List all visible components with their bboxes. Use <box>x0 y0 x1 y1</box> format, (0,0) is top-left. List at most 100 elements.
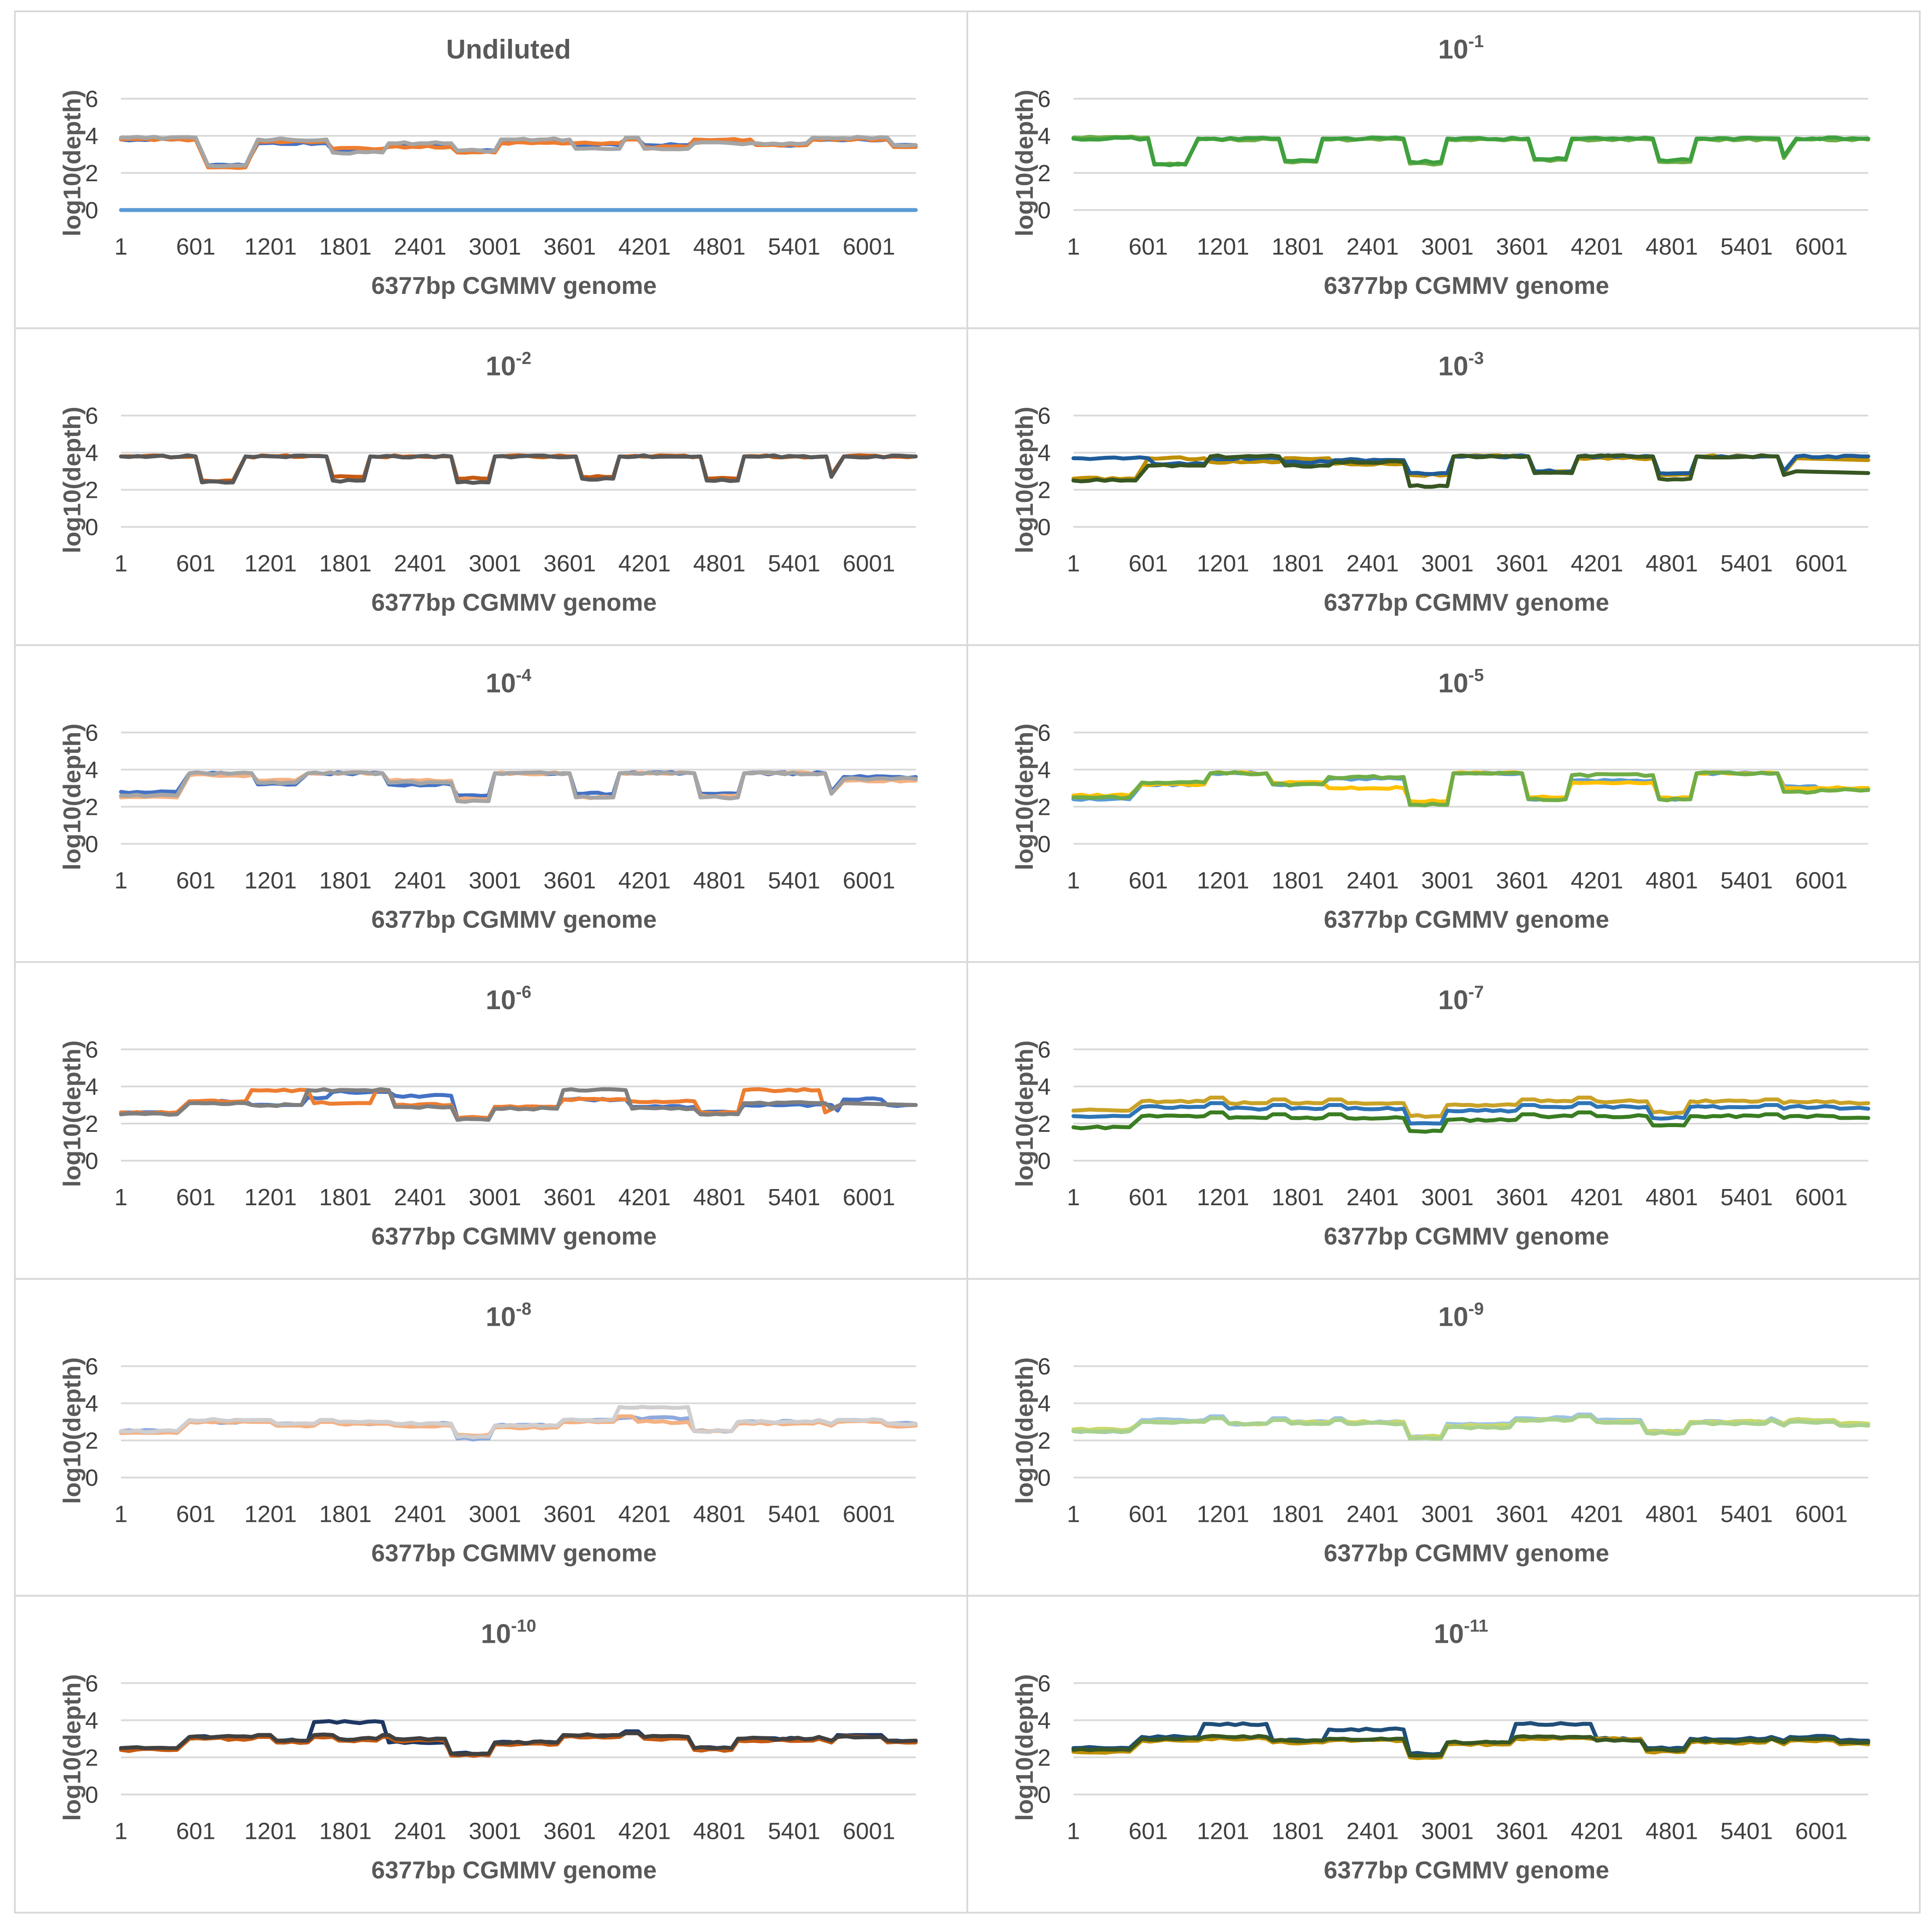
x-tick-label: 3601 <box>1496 1501 1549 1527</box>
chart-panel-2: 10-1 0 2 4 6 1 601 1201 1801 2401 3001 3601 4201 4801… <box>1011 32 1870 299</box>
chart-panel-6: 10-5 0 2 4 6 1 601 1201 1801 2401 3001 3601 4201 4801… <box>1011 665 1870 933</box>
x-tick-label: 6001 <box>843 1501 895 1527</box>
chart-panel-4: 10-3 0 2 4 6 1 601 1201 1801 2401 3001 3601 4201 4801… <box>1011 349 1870 616</box>
y-tick-label: 6 <box>1038 720 1051 746</box>
chart-title-text: 10 <box>486 985 516 1015</box>
y-tick-label: 4 <box>85 1707 98 1734</box>
series-line <box>1071 770 1870 804</box>
y-tick-label: 2 <box>1038 794 1051 820</box>
x-tick-label: 3601 <box>1496 1818 1549 1844</box>
chart-panel-11: 10-10 0 2 4 6 1 601 1201 1801 2401 3001 3601 4201 480… <box>58 1616 918 1883</box>
x-axis-title: 6377bp CGMMV genome <box>371 589 656 616</box>
chart-title: 10-11 <box>1434 1616 1488 1649</box>
x-tick-label: 3001 <box>1421 234 1473 260</box>
x-tick-label: 3601 <box>1496 867 1549 893</box>
x-tick-label: 1 <box>1067 234 1080 260</box>
chart-panel-12: 10-11 0 2 4 6 1 601 1201 1801 2401 3001 3601 4201 480… <box>1011 1616 1870 1883</box>
y-tick-label: 6 <box>1038 1670 1051 1696</box>
x-tick-label: 1 <box>1067 867 1080 893</box>
x-tick-label: 601 <box>1128 1818 1168 1844</box>
x-tick-label: 1201 <box>1197 1818 1249 1844</box>
chart-panel-9: 10-8 0 2 4 6 1 601 1201 1801 2401 3001 3601 4201 4801… <box>58 1300 918 1567</box>
y-tick-label: 4 <box>85 1074 98 1100</box>
x-tick-label: 3601 <box>544 551 596 577</box>
x-tick-label: 1 <box>1067 1818 1080 1844</box>
x-tick-label: 1201 <box>1197 551 1249 577</box>
x-axis-title: 6377bp CGMMV genome <box>371 1222 656 1250</box>
x-tick-label: 1201 <box>244 1184 297 1210</box>
x-tick-label: 3001 <box>469 551 521 577</box>
x-tick-label: 3601 <box>544 234 596 260</box>
y-tick-label: 0 <box>1038 831 1051 857</box>
x-tick-label: 4801 <box>693 867 745 893</box>
x-tick-label: 1 <box>114 551 128 577</box>
chart-title: 10-3 <box>1438 349 1484 382</box>
chart-title: Undiluted <box>446 34 571 65</box>
x-axis-title: 6377bp CGMMV genome <box>371 905 656 933</box>
x-tick-label: 1201 <box>1197 867 1249 893</box>
chart-title-text: Undiluted <box>446 34 571 65</box>
x-tick-label: 6001 <box>843 1184 895 1210</box>
y-tick-label: 4 <box>85 123 98 149</box>
chart-title-text: 10 <box>486 352 516 382</box>
x-tick-label: 1201 <box>1197 1184 1249 1210</box>
x-tick-label: 4201 <box>1571 551 1623 577</box>
x-tick-label: 3601 <box>544 1501 596 1527</box>
x-tick-label: 4201 <box>1571 1818 1623 1844</box>
x-tick-label: 4801 <box>693 1818 745 1844</box>
x-tick-label: 2401 <box>1346 1184 1399 1210</box>
x-tick-label: 3001 <box>1421 551 1473 577</box>
y-tick-label: 0 <box>1038 1465 1051 1491</box>
x-tick-label: 4201 <box>1571 867 1623 893</box>
y-tick-label: 2 <box>85 160 98 186</box>
x-tick-label: 601 <box>1128 1501 1168 1527</box>
y-tick-label: 6 <box>85 1354 98 1380</box>
y-axis-title: log10(depth) <box>1011 724 1038 870</box>
chart-title-exponent: -7 <box>1468 983 1484 1002</box>
y-axis-title: log10(depth) <box>1011 1041 1038 1187</box>
y-tick-label: 0 <box>85 1148 98 1174</box>
y-tick-label: 2 <box>85 794 98 820</box>
y-axis-title: log10(depth) <box>1011 1357 1038 1504</box>
x-tick-label: 2401 <box>394 1184 446 1210</box>
y-axis-title: log10(depth) <box>1011 407 1038 553</box>
x-tick-label: 4801 <box>1646 234 1698 260</box>
x-tick-label: 3001 <box>1421 1184 1473 1210</box>
x-tick-label: 601 <box>176 551 215 577</box>
chart-title-exponent: -4 <box>516 665 531 685</box>
chart-title-text: 10 <box>486 668 516 698</box>
series-line <box>1071 770 1870 806</box>
y-tick-label: 2 <box>1038 160 1051 186</box>
x-tick-label: 2401 <box>394 234 446 260</box>
x-tick-label: 5401 <box>1720 1818 1773 1844</box>
chart-title-text: 10 <box>486 1302 516 1332</box>
x-tick-label: 3001 <box>1421 1818 1473 1844</box>
y-tick-label: 6 <box>85 403 98 429</box>
chart-panel-1: Undiluted 0 2 4 6 1 601 1201 1801 2401 3001 3601 420… <box>58 34 918 299</box>
y-tick-label: 0 <box>85 1465 98 1491</box>
y-tick-label: 2 <box>85 1745 98 1771</box>
x-tick-label: 6001 <box>1795 867 1848 893</box>
y-tick-label: 0 <box>85 514 98 541</box>
y-tick-label: 0 <box>85 1782 98 1808</box>
y-tick-label: 6 <box>85 720 98 746</box>
chart-panel-7: 10-6 0 2 4 6 1 601 1201 1801 2401 3001 3601 4201 4801… <box>58 983 918 1250</box>
y-tick-label: 0 <box>85 831 98 857</box>
x-tick-label: 1201 <box>244 1818 297 1844</box>
x-tick-label: 3001 <box>469 234 521 260</box>
chart-title: 10-5 <box>1438 665 1484 698</box>
x-tick-label: 1201 <box>244 1501 297 1527</box>
series-line <box>1071 1110 1870 1134</box>
y-tick-label: 4 <box>1038 1074 1051 1100</box>
x-tick-label: 601 <box>1128 867 1168 893</box>
y-tick-label: 6 <box>85 86 98 112</box>
x-tick-label: 4801 <box>693 551 745 577</box>
x-axis-title: 6377bp CGMMV genome <box>1324 1222 1609 1250</box>
y-tick-label: 4 <box>1038 1707 1051 1734</box>
x-tick-label: 601 <box>176 1501 215 1527</box>
x-tick-label: 2401 <box>394 867 446 893</box>
chart-title: 10-1 <box>1438 32 1484 65</box>
series-line <box>119 1731 918 1757</box>
x-tick-label: 1 <box>114 867 128 893</box>
